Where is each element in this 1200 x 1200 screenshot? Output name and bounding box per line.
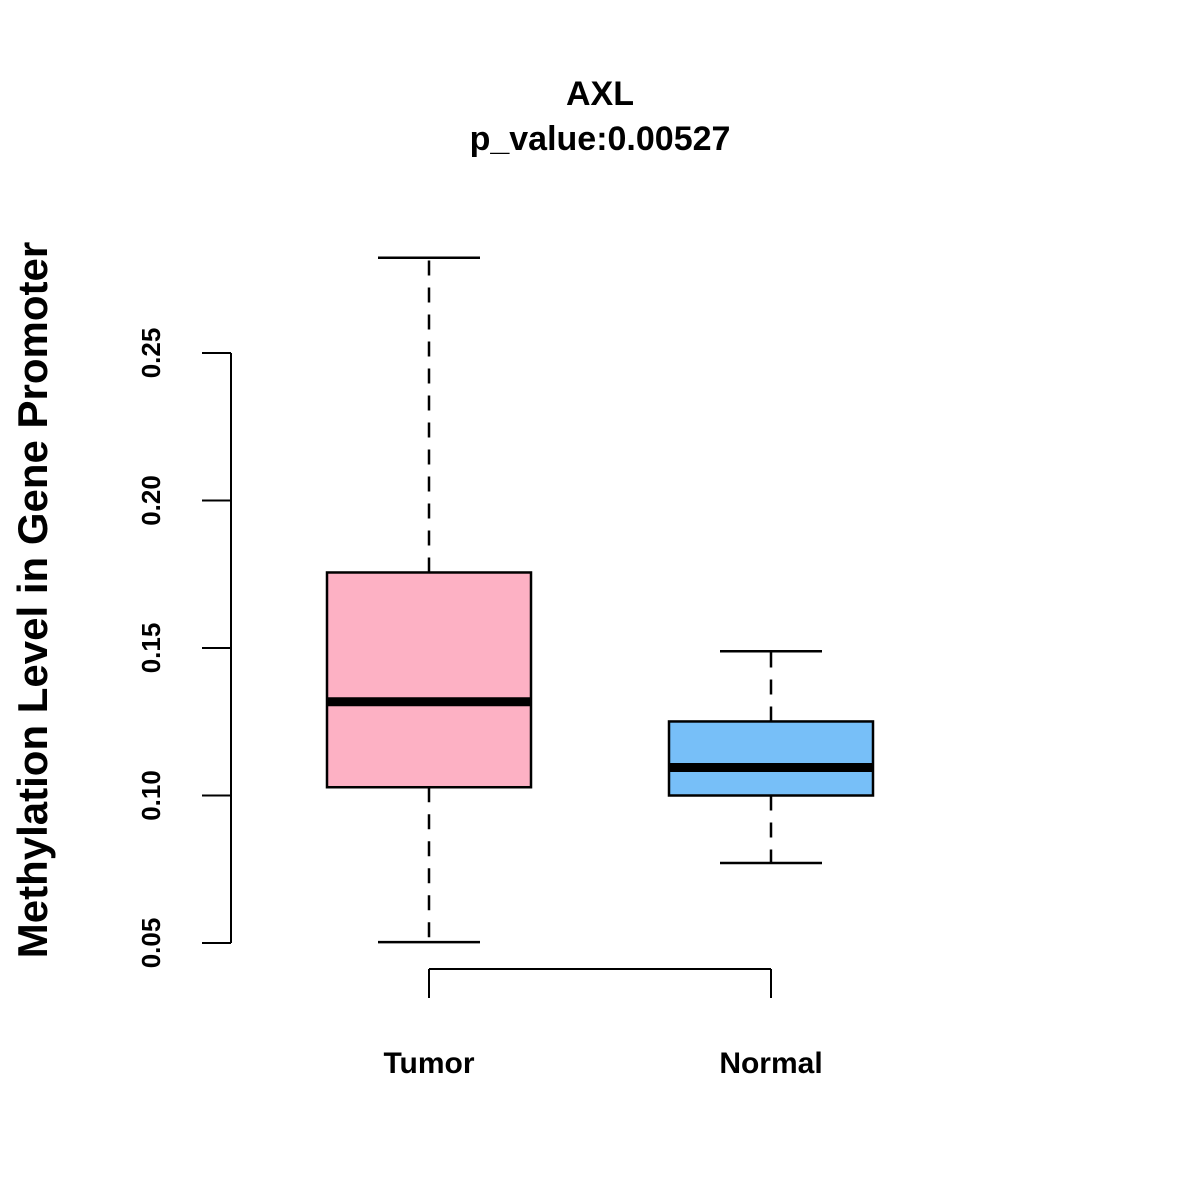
y-tick-label: 0.20 — [136, 475, 166, 526]
x-tick-label: Tumor — [383, 1047, 474, 1080]
y-axis-label: Methylation Level in Gene Promoter — [9, 242, 56, 958]
chart-subtitle: p_value:0.00527 — [470, 120, 731, 158]
box-series — [325, 256, 875, 944]
y-tick-label: 0.10 — [136, 770, 166, 821]
chart-title: AXL — [566, 75, 634, 113]
interquartile-box — [325, 571, 533, 789]
interquartile-box — [667, 720, 875, 797]
box-normal — [667, 649, 875, 865]
x-axis: Tumor Normal — [383, 968, 823, 1080]
y-tick-label: 0.05 — [136, 918, 166, 969]
y-tick-label: 0.25 — [136, 328, 166, 379]
y-tick-label: 0.15 — [136, 623, 166, 674]
box-tumor — [325, 256, 533, 944]
x-tick-label: Normal — [719, 1047, 822, 1080]
y-axis: 0.05 0.10 0.15 0.20 0.25 — [136, 328, 232, 969]
